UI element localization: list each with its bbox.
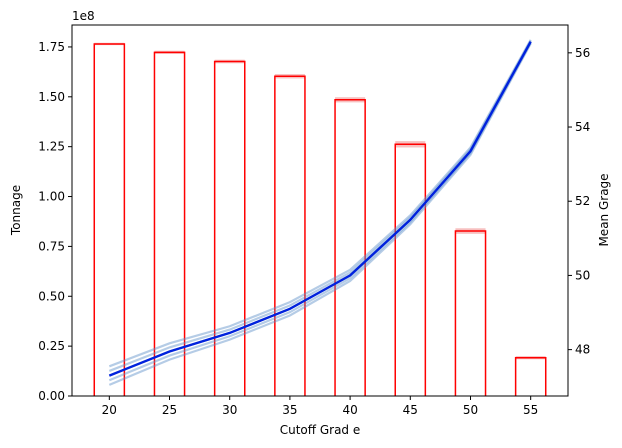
y2-tick-label-54: 54 (575, 120, 590, 134)
grade-realization-2 (108, 42, 532, 382)
grade-lines (108, 39, 532, 386)
x-tick-label-35: 35 (282, 403, 297, 417)
bar-20 (93, 43, 126, 396)
x-tick-label-40: 40 (342, 403, 357, 417)
tonnage-bars (93, 42, 547, 396)
grade-realization-5 (108, 39, 532, 368)
x-axis-label: Cutoff Grad e (280, 423, 361, 437)
x-tick-label-20: 20 (102, 403, 117, 417)
y-tick-label-1: 0.25 (38, 339, 65, 353)
grade-realization-1 (108, 43, 532, 386)
bar-35 (274, 75, 306, 396)
bar-40 (334, 99, 366, 396)
y2-axis-ticks: 48 50 52 54 56 (568, 46, 590, 357)
y-tick-label-5: 1.25 (38, 140, 65, 154)
y-tick-label-7: 1.75 (38, 40, 65, 54)
x-tick-label-30: 30 (222, 403, 237, 417)
y2-tick-label-52: 52 (575, 194, 590, 208)
bar-30 (213, 60, 246, 396)
x-tick-label-25: 25 (162, 403, 177, 417)
y-tick-label-0: 0.00 (38, 389, 65, 403)
x-axis-ticks: 20 25 30 35 40 45 50 55 (102, 396, 538, 417)
x-tick-label-45: 45 (403, 403, 418, 417)
x-tick-label-55: 55 (523, 403, 538, 417)
bar-25 (153, 51, 186, 396)
y2-tick-label-56: 56 (575, 46, 590, 60)
y-tick-label-6: 1.50 (38, 90, 65, 104)
bar-50 (454, 230, 487, 396)
y-axis-label: Tonnage (9, 185, 23, 236)
plot-frame (71, 24, 569, 397)
bar-55 (514, 356, 547, 396)
y-axis-ticks: 0.00 0.25 0.50 0.75 1.00 1.25 1.50 1.75 (38, 40, 72, 403)
y2-tick-label-48: 48 (575, 343, 590, 357)
bar-45 (394, 143, 427, 396)
y2-tick-label-50: 50 (575, 268, 590, 282)
grade-mean-line (108, 41, 532, 377)
x-tick-label-50: 50 (463, 403, 478, 417)
y2-axis-label: Mean Grage (597, 173, 611, 246)
y-offset-text: 1e8 (72, 9, 95, 23)
grade-realization-4 (108, 40, 532, 372)
y-tick-label-2: 0.50 (38, 289, 65, 303)
y-tick-label-4: 1.00 (38, 190, 65, 204)
y-tick-label-3: 0.75 (38, 239, 65, 253)
